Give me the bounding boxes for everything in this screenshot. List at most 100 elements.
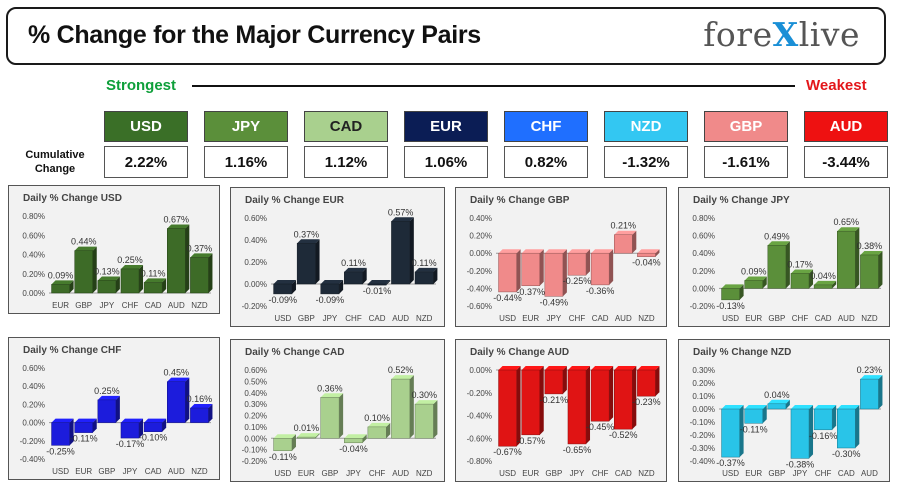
bar-value-label: -0.25% — [563, 276, 592, 286]
y-tick-label: -0.20% — [467, 389, 492, 398]
y-tick-label: 0.10% — [244, 423, 267, 432]
x-tick-label: USD — [722, 314, 739, 323]
currency-nzd-name: NZD — [604, 111, 688, 142]
y-tick-label: -0.40% — [690, 457, 715, 466]
bar-top — [51, 418, 74, 423]
y-tick-label: -0.60% — [467, 434, 492, 443]
chart-panel-2: Daily % Change GBP -0.60% -0.40% -0.20% 0.00… — [455, 187, 667, 327]
y-tick-label: 0.30% — [692, 366, 715, 375]
bar-side — [586, 366, 591, 444]
chart-panel-1: Daily % Change EUR -0.20% 0.00% 0.20% 0.40% 0… — [230, 187, 445, 327]
bar-value-label: -0.13% — [716, 301, 745, 311]
bar — [544, 252, 564, 297]
x-tick-label: EUR — [522, 469, 539, 478]
bar-value-label: 0.09% — [741, 266, 767, 276]
y-tick-label: 0.00% — [469, 366, 492, 375]
bar — [296, 243, 316, 285]
bar — [120, 422, 140, 439]
bar-top — [591, 249, 614, 254]
logo-left: fore — [703, 15, 773, 54]
bar — [143, 282, 163, 294]
bar — [521, 369, 540, 436]
bar-value-label: -0.38% — [786, 459, 815, 469]
bar — [860, 254, 879, 289]
bar-top — [120, 418, 144, 423]
chart-panel-6: Daily % Change AUD -0.80% -0.60% -0.40% -0.2… — [455, 339, 667, 482]
bar-value-label: 0.25% — [117, 255, 143, 265]
bar — [637, 369, 656, 397]
bar-value-label: 0.49% — [764, 231, 790, 241]
bar-top — [344, 267, 367, 272]
x-tick-label: CAD — [369, 314, 386, 323]
bar-top — [51, 280, 74, 285]
bar-value-label: -0.10% — [139, 433, 168, 443]
bar — [143, 422, 163, 432]
currency-eur-name: EUR — [404, 111, 488, 142]
y-tick-label: 0.00% — [244, 280, 267, 289]
bar — [120, 268, 140, 294]
chart-panel-4: Daily % Change CHF -0.40% -0.20% 0.00% 0.20%… — [8, 337, 220, 480]
x-tick-label: NZD — [861, 314, 878, 323]
y-tick-label: 0.50% — [244, 377, 267, 386]
y-tick-label: 0.20% — [244, 258, 267, 267]
bar — [590, 369, 610, 422]
bar-side — [539, 249, 544, 286]
bar-side — [516, 249, 521, 292]
bar-value-label: -0.11% — [740, 424, 768, 434]
cumulative-change-label: Cumulative Change — [25, 149, 85, 175]
bar — [790, 273, 810, 289]
y-tick-label: 0.00% — [22, 289, 45, 298]
bar-top — [273, 280, 296, 284]
x-tick-label: GBP — [545, 469, 562, 478]
x-tick-label: NZD — [638, 469, 655, 478]
bar-side — [409, 375, 414, 439]
bar-side — [832, 280, 837, 289]
x-tick-label: EUR — [75, 467, 92, 476]
bar — [74, 250, 93, 294]
bar — [813, 408, 833, 431]
bar-value-label: -0.11% — [70, 434, 98, 444]
bar-value-label: -0.21% — [540, 395, 569, 405]
chart-svg: Daily % Change CHF -0.40% -0.20% 0.00% 0.20%… — [20, 345, 213, 476]
chart-svg: Daily % Change NZD -0.40% -0.30% -0.20% -0.1… — [690, 347, 883, 478]
bar-value-label: 0.67% — [164, 215, 190, 225]
bar — [767, 245, 787, 289]
bar-value-label: -0.44% — [493, 293, 522, 303]
x-tick-label: AUD — [392, 314, 409, 323]
bar-side — [162, 418, 167, 432]
bar — [767, 403, 787, 410]
currency-nzd-value: -1.32% — [604, 146, 688, 178]
x-tick-label: GBP — [98, 467, 115, 476]
bar-side — [409, 217, 414, 284]
bar — [567, 252, 587, 276]
bar — [721, 408, 740, 458]
bar — [190, 257, 209, 294]
bar — [296, 436, 316, 439]
bar-top — [591, 366, 614, 370]
y-tick-label: 0.60% — [244, 214, 267, 223]
bar — [167, 381, 186, 423]
bar-value-label: 0.04% — [764, 390, 790, 400]
x-tick-label: JPY — [123, 467, 138, 476]
bar-top — [790, 405, 814, 409]
x-tick-label: EUR — [522, 314, 539, 323]
bar-top — [744, 276, 767, 281]
bar-top — [860, 375, 883, 380]
bar-top — [273, 434, 296, 439]
x-tick-label: CHF — [369, 469, 386, 478]
logo-right: live — [798, 15, 860, 54]
bar-side — [185, 377, 190, 423]
bar — [498, 252, 517, 293]
y-tick-label: -0.40% — [467, 412, 492, 421]
y-tick-label: -0.30% — [690, 444, 715, 453]
x-tick-label: CHF — [815, 469, 832, 478]
bar-top — [837, 405, 860, 409]
y-tick-label: 0.60% — [22, 364, 45, 373]
bar-side — [92, 246, 97, 293]
y-tick-label: -0.20% — [20, 437, 45, 446]
y-tick-label: 0.40% — [469, 214, 492, 223]
bar — [544, 369, 564, 395]
bar-top — [837, 227, 860, 232]
y-tick-label: 0.20% — [692, 379, 715, 388]
bar — [414, 403, 434, 439]
